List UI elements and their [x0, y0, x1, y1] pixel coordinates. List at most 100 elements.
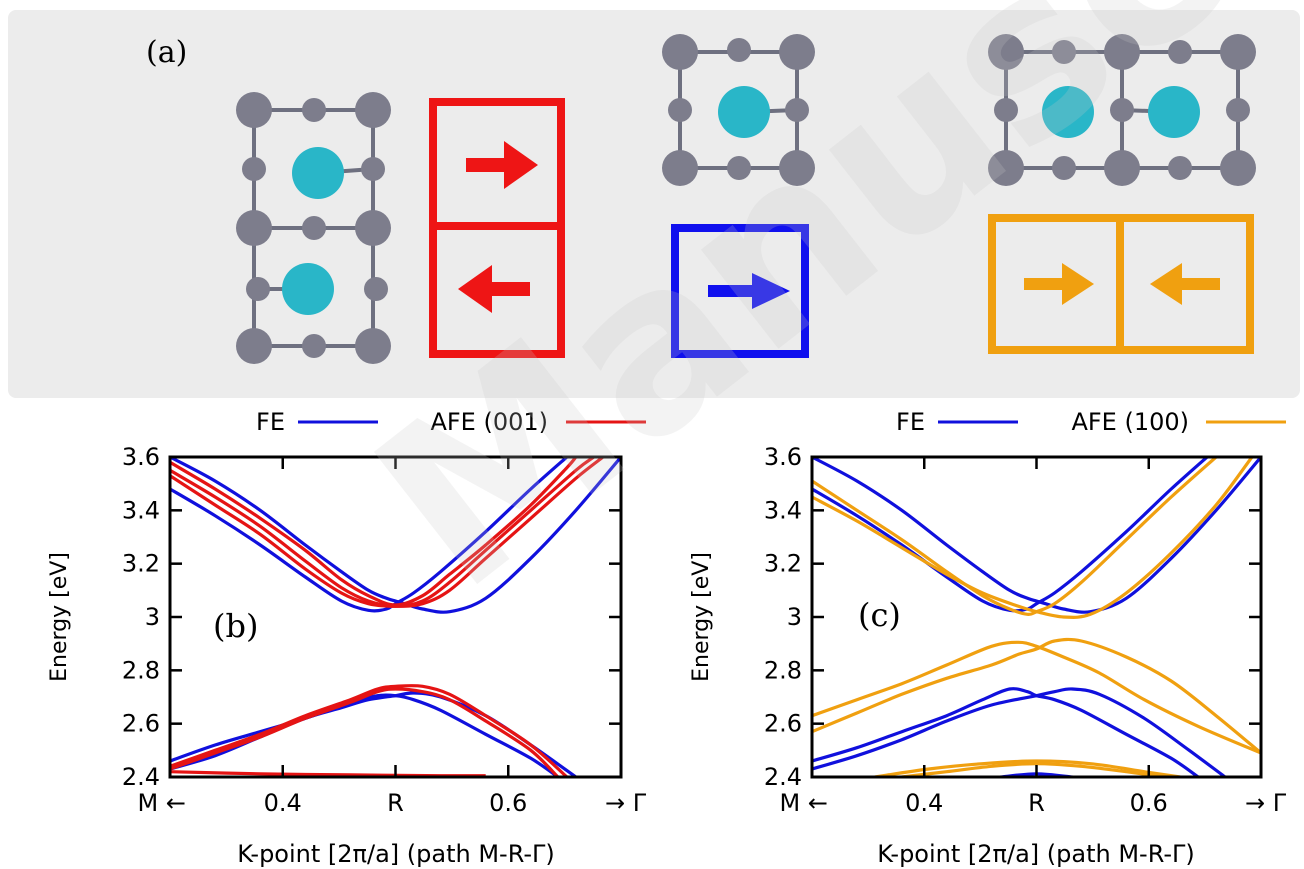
fe-structure-atom — [727, 156, 751, 180]
afe001-structure-atom — [242, 157, 266, 181]
afe001-structure-atom — [364, 277, 388, 301]
afe001-structure-ion — [292, 147, 344, 199]
afe001-structure-atom — [246, 277, 270, 301]
band-line-fe-5 — [170, 693, 559, 777]
chart-b-plot-area — [170, 457, 621, 777]
afe100-structure-atom — [1226, 98, 1250, 122]
fe-structure — [662, 34, 815, 186]
x-tick-label: 0.4 — [264, 789, 302, 817]
afe001-structure-ion — [282, 263, 334, 315]
afe001-structure-atom — [355, 210, 391, 246]
y-tick-label: 2.4 — [764, 763, 802, 791]
y-tick-label: 3.2 — [122, 550, 160, 578]
y-tick-label: 2.4 — [122, 763, 160, 791]
band-line-fe-0 — [170, 457, 568, 613]
afe001-structure-atom — [236, 92, 272, 128]
y-tick-label: 2.6 — [122, 710, 160, 738]
fe-structure-atom — [785, 98, 809, 122]
fe-structure-atom — [662, 34, 698, 70]
afe100-polarization-schematic — [988, 214, 1254, 354]
band-line-afe-001-4 — [170, 457, 604, 608]
chart-c-panel-label: (c) — [858, 596, 901, 634]
chart-b-panel-label: (b) — [213, 607, 258, 645]
y-tick-label: 3.6 — [764, 443, 802, 471]
band-line-afe-100-3 — [812, 457, 1254, 619]
chart-c-xlabel: K-point [2π/a] (path M-R-Γ) — [877, 840, 1195, 868]
afe100-structure — [988, 34, 1256, 186]
afe100-structure-atom — [1168, 156, 1192, 180]
x-tick-label: M ← — [780, 789, 828, 817]
band-line-fe-1 — [812, 457, 1261, 614]
afe001-structure — [236, 92, 391, 364]
band-line-afe-100-8 — [874, 759, 1181, 777]
chart-b-xlabel: K-point [2π/a] (path M-R-Γ) — [237, 840, 555, 868]
chart-b-axes: 2.4 2.6 2.8 3 3.2 3.4 3.6 M ← 0.4 R 0.6 → Γ — [122, 443, 647, 817]
afe100-structure-atom — [988, 150, 1024, 186]
x-tick-label: 0.4 — [905, 789, 943, 817]
afe100-right-cell — [1116, 214, 1254, 354]
right-arrow-icon — [466, 141, 538, 189]
y-tick-label: 3.6 — [122, 443, 160, 471]
afe100-structure-ion — [1042, 86, 1094, 138]
x-tick-label: → Γ — [605, 789, 647, 817]
afe001-structure-atom — [361, 157, 385, 181]
band-line-afe-001-8 — [170, 687, 560, 777]
band-line-afe-100-9 — [901, 762, 1163, 777]
afe001-structure-atom — [355, 328, 391, 364]
legend-c-fe-label: FE — [896, 408, 925, 436]
afe100-structure-atom — [1168, 40, 1192, 64]
band-line-afe-001-7 — [170, 684, 568, 777]
y-tick-label: 2.8 — [122, 656, 160, 684]
band-line-afe-100-2 — [812, 457, 1218, 616]
afe100-structure-atom — [1220, 34, 1256, 70]
x-tick-label: R — [1028, 789, 1045, 817]
y-tick-label: 3.4 — [764, 496, 802, 524]
afe001-lower-cell — [429, 222, 565, 358]
legend-c: FE AFE (100) — [896, 408, 1286, 436]
y-tick-label: 3 — [145, 603, 160, 631]
legend-b: FE AFE (001) — [256, 408, 646, 436]
left-arrow-icon — [1150, 263, 1220, 305]
band-line-afe-100-4 — [812, 640, 1261, 755]
fe-structure-atom — [662, 150, 698, 186]
band-line-fe-6 — [812, 687, 1200, 777]
x-tick-label: → Γ — [1245, 789, 1287, 817]
afe100-structure-atom — [1104, 150, 1140, 186]
afe001-structure-atom — [302, 216, 326, 240]
fe-structure-atom — [727, 38, 751, 62]
x-tick-label: M ← — [138, 789, 186, 817]
afe100-structure-atom — [994, 98, 1018, 122]
afe001-structure-atom — [302, 334, 326, 358]
right-arrow-icon — [1024, 263, 1094, 305]
afe100-structure-atom — [988, 34, 1024, 70]
band-line-fe-7 — [812, 687, 1227, 777]
afe100-structure-ion — [1148, 86, 1200, 138]
fe-cell — [671, 224, 809, 358]
fe-structure-atom — [779, 150, 815, 186]
afe100-structure-atom — [1220, 150, 1256, 186]
right-arrow-icon — [708, 273, 790, 309]
afe001-structure-atom — [236, 328, 272, 364]
fe-polarization-schematic — [671, 224, 809, 358]
fe-structure-atom — [779, 34, 815, 70]
left-arrow-icon — [458, 265, 530, 313]
chart-c-axes: 2.4 2.6 2.8 3 3.2 3.4 3.6 M ← 0.4 R 0.6 → Γ — [764, 443, 1287, 817]
legend-b-afe-label: AFE (001) — [430, 408, 548, 436]
y-tick-label: 2.8 — [764, 656, 802, 684]
afe100-structure-atom — [1052, 156, 1076, 180]
panel-a-background — [8, 10, 1300, 398]
chart-c-plot-area — [812, 457, 1261, 777]
band-line-fe-1 — [170, 457, 621, 614]
afe001-polarization-schematic — [429, 98, 565, 358]
y-tick-label: 3.4 — [122, 496, 160, 524]
chart-c: FE AFE (100) 2.4 2.6 2.8 3 3.2 3.4 3.6 M ← 0.4 R 0… — [689, 408, 1287, 868]
x-tick-label: 0.6 — [1130, 789, 1168, 817]
band-line-afe-100-5 — [812, 637, 1261, 755]
y-tick-label: 3 — [787, 603, 802, 631]
panel-a-label: (a) — [146, 35, 187, 70]
chart-c-ylabel: Energy [eV] — [689, 552, 714, 682]
x-tick-label: 0.6 — [489, 789, 527, 817]
legend-c-afe-label: AFE (100) — [1071, 408, 1189, 436]
afe100-structure-atom — [1110, 98, 1134, 122]
